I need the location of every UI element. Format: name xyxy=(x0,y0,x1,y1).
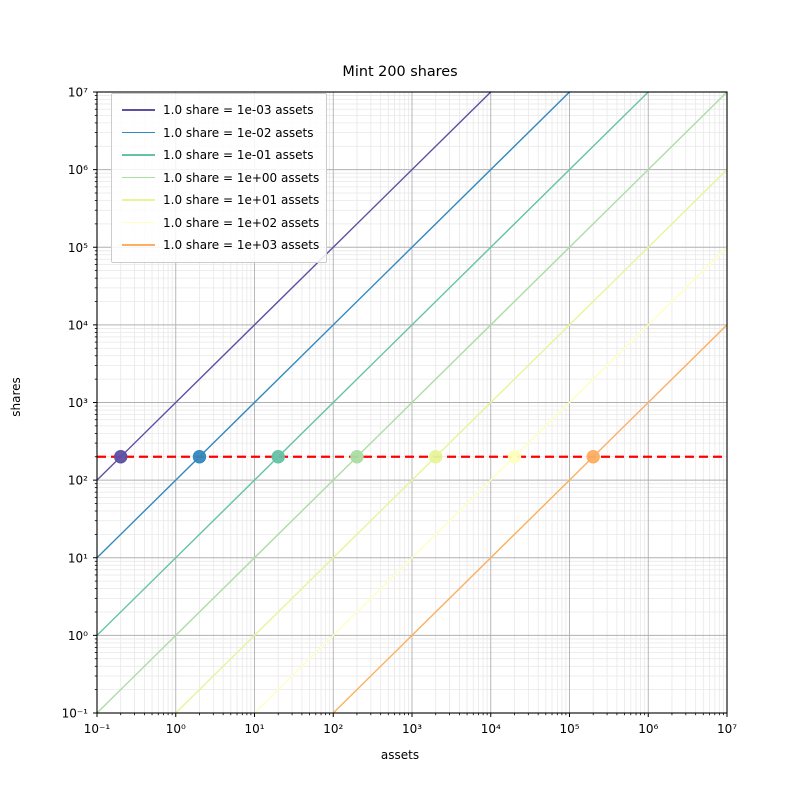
series-lines xyxy=(96,91,728,714)
svg-text:10³: 10³ xyxy=(402,722,422,736)
svg-text:10⁴: 10⁴ xyxy=(68,318,88,332)
y-axis-label: shares xyxy=(9,377,23,417)
legend-item-label: 1.0 share = 1e+03 assets xyxy=(163,238,320,253)
legend-color-swatch xyxy=(122,127,155,139)
svg-text:10⁰: 10⁰ xyxy=(166,722,186,736)
legend-item: 1.0 share = 1e-02 assets xyxy=(117,122,319,145)
legend-item-label: 1.0 share = 1e-02 assets xyxy=(163,125,314,140)
legend-color-swatch xyxy=(122,149,155,161)
legend-item-label: 1.0 share = 1e-03 assets xyxy=(163,103,314,118)
intersection-markers xyxy=(114,450,600,464)
legend-item-label: 1.0 share = 1e+00 assets xyxy=(163,170,320,185)
svg-text:10⁷: 10⁷ xyxy=(717,722,737,736)
legend-item-label: 1.0 share = 1e+01 assets xyxy=(163,193,320,208)
page-title: Mint 200 shares xyxy=(342,64,458,80)
legend-color-swatch xyxy=(122,194,155,206)
legend-item-label: 1.0 share = 1e+02 assets xyxy=(163,215,320,230)
x-axis-label: assets xyxy=(380,748,420,762)
legend-item: 1.0 share = 1e-01 assets xyxy=(117,144,319,167)
svg-text:10⁵: 10⁵ xyxy=(68,241,88,255)
legend-item: 1.0 share = 1e+03 assets xyxy=(117,234,319,257)
svg-text:10²: 10² xyxy=(323,722,343,736)
svg-text:10⁴: 10⁴ xyxy=(481,722,501,736)
svg-text:10²: 10² xyxy=(68,474,88,488)
svg-text:10⁻¹: 10⁻¹ xyxy=(84,722,111,736)
svg-text:10¹: 10¹ xyxy=(244,722,264,736)
svg-text:10⁶: 10⁶ xyxy=(68,163,88,177)
svg-text:10¹: 10¹ xyxy=(68,551,88,565)
legend-color-swatch xyxy=(122,217,155,229)
axis-ticks xyxy=(93,91,728,717)
svg-text:10⁰: 10⁰ xyxy=(68,629,88,643)
legend-item-label: 1.0 share = 1e-01 assets xyxy=(163,148,314,163)
svg-text:10⁻¹: 10⁻¹ xyxy=(62,707,89,721)
svg-text:10⁶: 10⁶ xyxy=(638,722,658,736)
axis-tick-labels: 10⁻¹ 10⁰ 10¹ 10² 10³ 10⁴ 10⁵ 10⁶ 10⁷ 10⁻¹ 10⁰ 10¹ 10… xyxy=(62,86,738,737)
legend-item: 1.0 share = 1e+01 assets xyxy=(117,189,319,212)
svg-text:10³: 10³ xyxy=(68,396,88,410)
legend-color-swatch xyxy=(122,104,155,116)
legend: 1.0 share = 1e-03 assets 1.0 share = 1e-… xyxy=(111,93,328,263)
legend-item: 1.0 share = 1e+00 assets xyxy=(117,167,319,190)
svg-text:10⁷: 10⁷ xyxy=(68,86,88,100)
legend-item: 1.0 share = 1e+02 assets xyxy=(117,212,319,235)
legend-item: 1.0 share = 1e-03 assets xyxy=(117,99,319,122)
svg-text:10⁵: 10⁵ xyxy=(559,722,579,736)
legend-color-swatch xyxy=(122,172,155,184)
legend-color-swatch xyxy=(122,239,155,251)
